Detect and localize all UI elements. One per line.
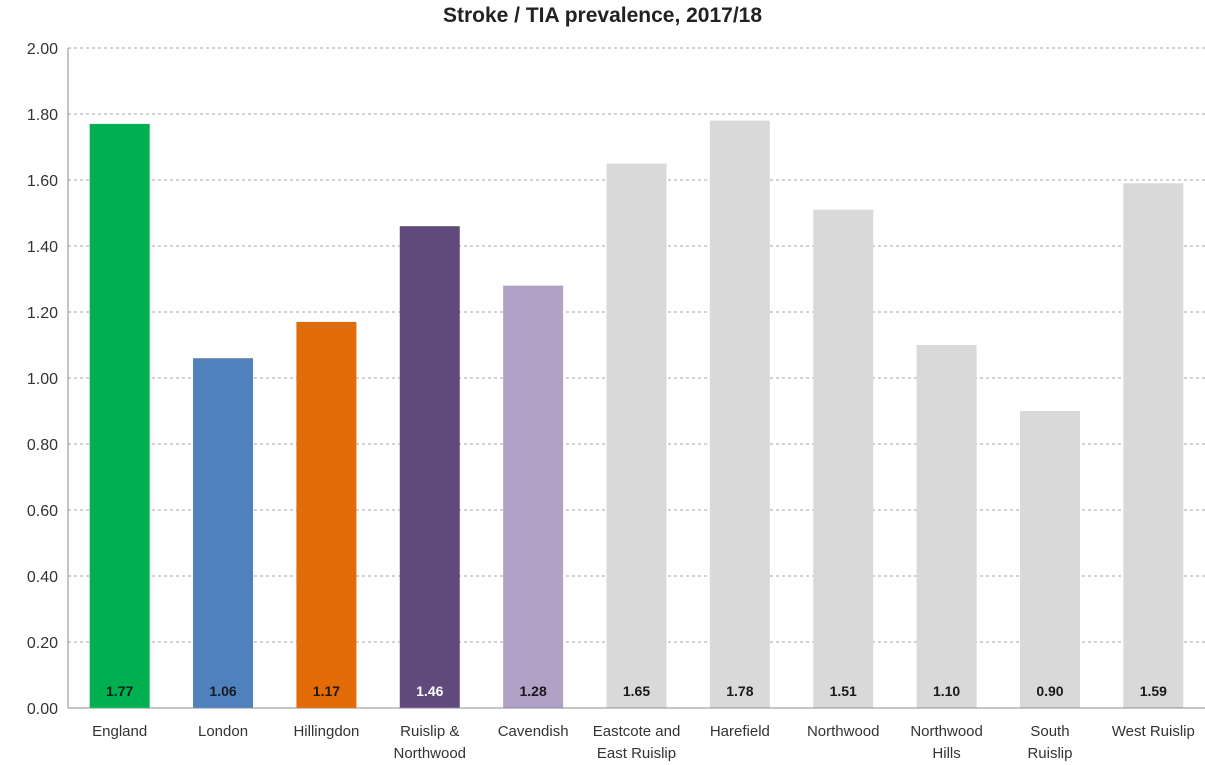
bar — [1123, 183, 1184, 709]
bar — [709, 120, 770, 709]
y-tick-label: 1.60 — [27, 173, 58, 190]
data-label: 1.59 — [1140, 683, 1167, 699]
bar — [1019, 411, 1080, 708]
y-tick-label: 1.00 — [27, 371, 58, 388]
data-label: 1.46 — [416, 683, 443, 699]
x-category-label: East Ruislip — [597, 745, 676, 762]
data-label: 1.06 — [209, 683, 236, 699]
bar — [193, 358, 254, 708]
bar — [503, 285, 564, 708]
data-label: 1.28 — [520, 683, 547, 699]
y-tick-label: 1.20 — [27, 305, 58, 322]
data-label: 0.90 — [1036, 683, 1063, 699]
y-tick-label: 0.60 — [27, 503, 58, 520]
x-category-label: Ruislip & — [400, 723, 459, 740]
x-category-label: South — [1030, 723, 1069, 740]
data-label: 1.10 — [933, 683, 960, 699]
bar — [606, 163, 667, 708]
bars — [89, 120, 1184, 709]
data-label: 1.51 — [830, 683, 857, 699]
bar — [296, 321, 357, 708]
x-category-label: Northwood — [910, 723, 983, 740]
x-category-label: Ruislip — [1027, 745, 1072, 762]
bar — [399, 226, 460, 708]
x-category-label: Harefield — [710, 723, 770, 740]
data-label: 1.65 — [623, 683, 650, 699]
data-label: 1.78 — [726, 683, 753, 699]
y-tick-label: 1.40 — [27, 239, 58, 256]
x-category-label: Cavendish — [498, 723, 569, 740]
labels: 0.00 0.20 0.40 0.60 0.80 1.00 1.20 1.40 1.60 1.80… — [27, 41, 1195, 762]
x-category-label: London — [198, 723, 248, 740]
x-category-label: Northwood — [807, 723, 880, 740]
x-category-label: England — [92, 723, 147, 740]
y-tick-label: 1.80 — [27, 107, 58, 124]
x-category-label: Hillingdon — [293, 723, 359, 740]
y-tick-label: 2.00 — [27, 41, 58, 58]
bar — [89, 123, 150, 708]
y-tick-label: 0.80 — [27, 437, 58, 454]
y-tick-label: 0.20 — [27, 635, 58, 652]
x-category-label: Hills — [932, 745, 960, 762]
y-tick-label: 0.40 — [27, 569, 58, 586]
chart-title: Stroke / TIA prevalence, 2017/18 — [442, 4, 763, 27]
x-category-label: Eastcote and — [593, 723, 681, 740]
data-label: 1.77 — [106, 683, 133, 699]
bar — [916, 345, 977, 708]
x-category-label: Northwood — [393, 745, 466, 762]
axes — [67, 48, 1205, 709]
bar — [813, 209, 874, 708]
x-category-label: West Ruislip — [1112, 723, 1195, 740]
y-tick-label: 0.00 — [27, 701, 58, 718]
data-label: 1.17 — [313, 683, 340, 699]
